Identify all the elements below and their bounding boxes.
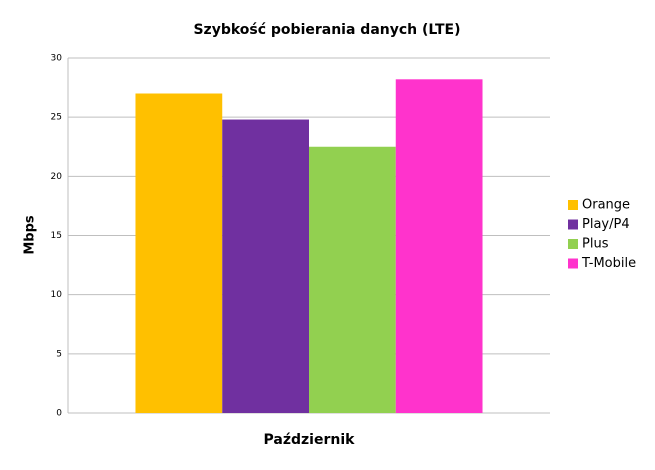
bar — [135, 93, 223, 413]
bar — [309, 146, 396, 413]
legend-swatch — [568, 239, 578, 249]
legend-label: Orange — [582, 198, 630, 213]
legend-swatch — [568, 200, 578, 210]
legend-label: Plus — [582, 237, 609, 252]
y-tick-label: 10 — [51, 290, 63, 300]
legend-label: Play/P4 — [582, 217, 630, 232]
legend-label: T-Mobile — [581, 256, 636, 271]
y-axis-label: Mbps — [23, 215, 38, 255]
legend-swatch — [568, 219, 578, 230]
y-tick-label: 20 — [51, 172, 63, 182]
y-tick-label: 5 — [56, 349, 62, 359]
chart-title: Szybkość pobierania danych (LTE) — [193, 22, 460, 38]
bar — [395, 79, 483, 414]
y-tick-label: 25 — [51, 113, 62, 123]
y-tick-label: 15 — [51, 231, 62, 241]
y-tick-label: 0 — [56, 409, 62, 419]
y-tick-label: 30 — [51, 54, 63, 64]
bar — [222, 119, 309, 414]
legend-swatch — [568, 258, 578, 269]
x-tick-label: Październik — [264, 432, 356, 448]
